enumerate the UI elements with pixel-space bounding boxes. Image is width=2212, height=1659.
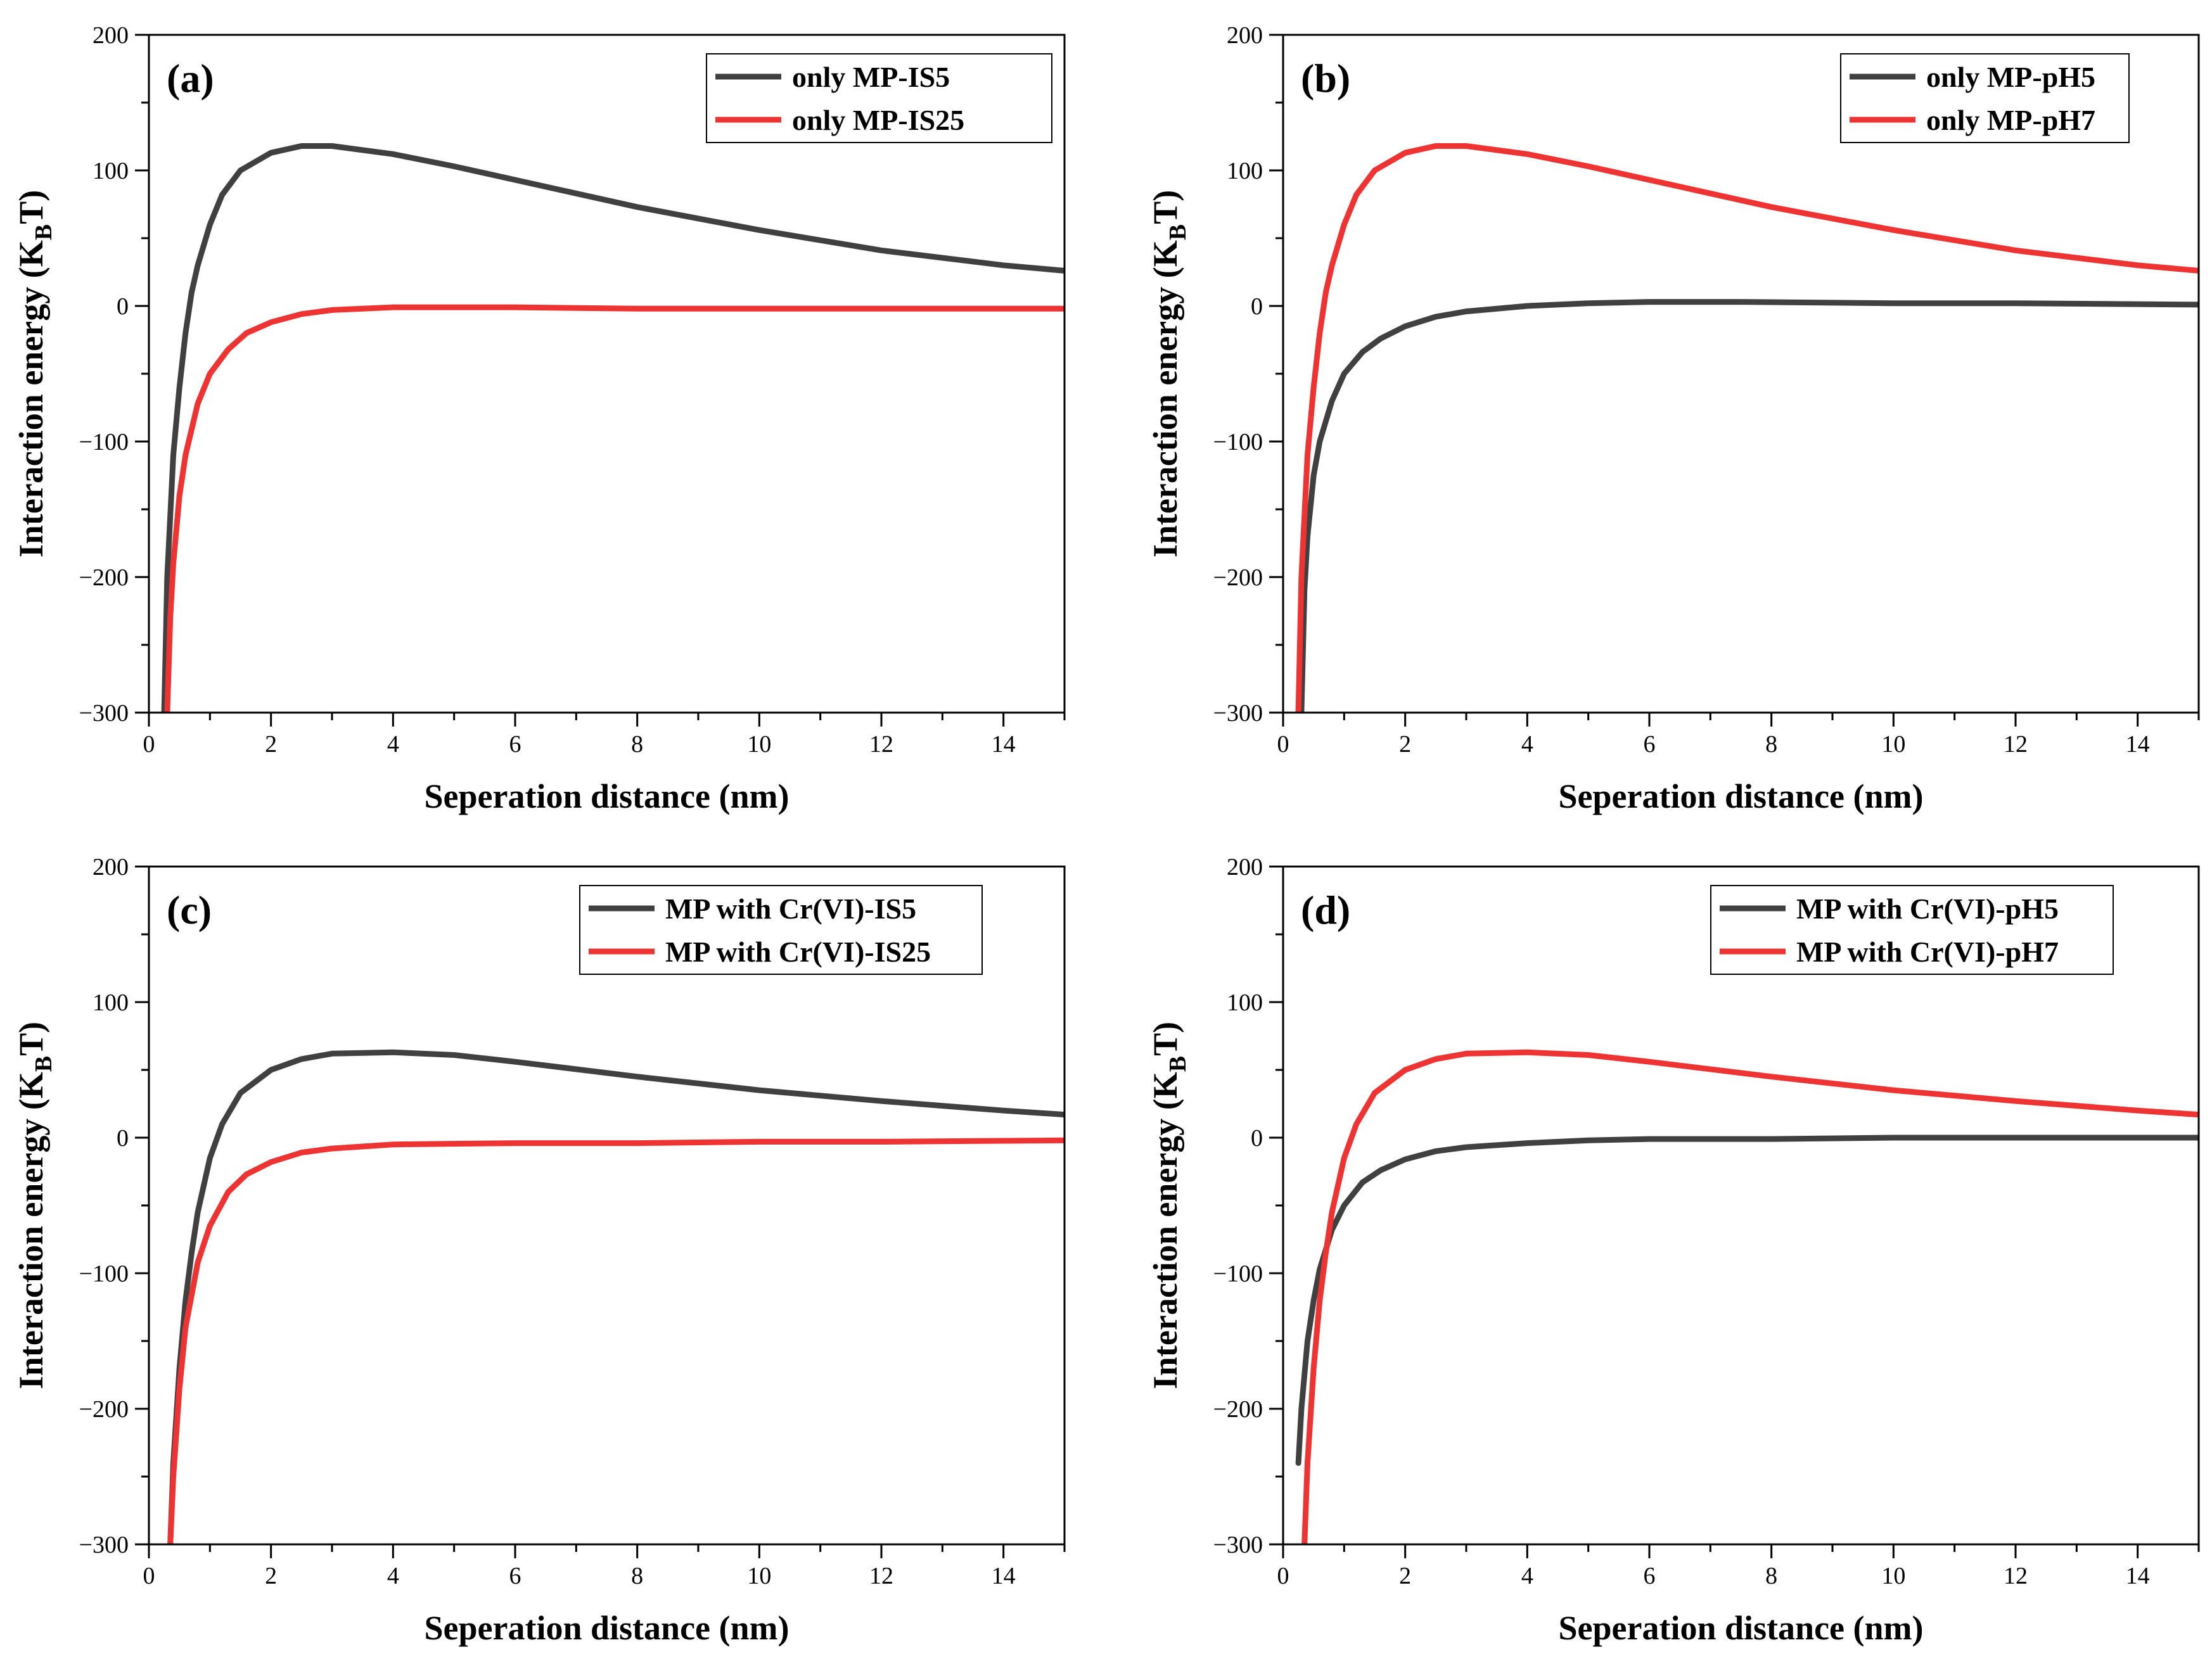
panel-label-c: (c) <box>167 887 212 932</box>
x-tick-label-a: 10 <box>747 731 771 758</box>
y-tick-label-d: −100 <box>1213 1261 1263 1287</box>
y-axis-title-d: Interaction energy (KBT) <box>1146 1022 1191 1389</box>
x-tick-label-a: 2 <box>265 731 277 758</box>
x-tick-label-a: 8 <box>631 731 643 758</box>
x-tick-label-b: 14 <box>2126 731 2150 758</box>
legend-label-b-1: only MP-pH5 <box>1926 61 2095 93</box>
x-tick-label-a: 4 <box>387 731 399 758</box>
x-axis-title-a: Seperation distance (nm) <box>425 777 790 815</box>
panel-c: 0 2 4 6 8 10 12 14 −300 −200 −100 0 100 200 Seperation… <box>12 854 1066 1647</box>
y-tick-label-c: −200 <box>79 1396 129 1423</box>
y-tick-label-c: −100 <box>79 1261 129 1287</box>
series-line-c-2 <box>167 1137 1064 1544</box>
x-tick-label-b: 12 <box>2004 731 2028 758</box>
x-tick-label-c: 8 <box>631 1563 643 1589</box>
x-tick-label-d: 4 <box>1521 1563 1533 1589</box>
x-tick-label-d: 8 <box>1765 1563 1777 1589</box>
x-tick-label-c: 14 <box>992 1563 1016 1589</box>
legend-label-b-2: only MP-pH7 <box>1926 104 2095 136</box>
legend-box-a <box>706 53 1052 143</box>
y-tick-label-d: 0 <box>1251 1125 1263 1152</box>
x-tick-label-a: 0 <box>143 731 155 758</box>
y-tick-label-c: 100 <box>93 989 129 1016</box>
series-line-d-1 <box>1295 1135 2199 1466</box>
x-tick-label-c: 10 <box>747 1563 771 1589</box>
x-tick-label-d: 6 <box>1644 1563 1656 1589</box>
x-tick-label-c: 0 <box>143 1563 155 1589</box>
x-tick-label-b: 8 <box>1765 731 1777 758</box>
x-axis-title-d: Seperation distance (nm) <box>1559 1609 1924 1647</box>
y-tick-label-a: −100 <box>79 429 129 455</box>
x-tick-label-a: 6 <box>509 731 521 758</box>
x-tick-label-d: 0 <box>1277 1563 1289 1589</box>
panel-b: 0 2 4 6 8 10 12 14 −300 −200 −100 0 100 200 Seperation… <box>1146 22 2200 815</box>
x-tick-label-d: 14 <box>2126 1563 2150 1589</box>
x-tick-label-d: 10 <box>1881 1563 1905 1589</box>
series-line-b-2 <box>1295 143 2199 713</box>
y-tick-label-c: 0 <box>117 1125 129 1152</box>
x-tick-label-b: 6 <box>1644 731 1656 758</box>
x-tick-label-d: 12 <box>2004 1563 2028 1589</box>
legend-label-c-1: MP with Cr(VI)-IS5 <box>665 893 916 925</box>
legend-label-a-2: only MP-IS25 <box>792 104 964 136</box>
legend-box-c <box>579 885 983 975</box>
legend-box-b <box>1840 53 2130 143</box>
x-tick-label-c: 4 <box>387 1563 399 1589</box>
series-line-b-1 <box>1298 299 2199 713</box>
y-axis-title-b: Interaction energy (KBT) <box>1146 190 1191 557</box>
y-axis-title-a: Interaction energy (KBT) <box>12 190 57 557</box>
y-tick-label-a: −300 <box>79 700 129 727</box>
y-tick-label-a: 100 <box>93 158 129 184</box>
x-tick-label-b: 4 <box>1521 731 1533 758</box>
x-tick-label-c: 2 <box>265 1563 277 1589</box>
legend-box-d <box>1710 885 2114 975</box>
y-tick-label-d: 100 <box>1227 989 1263 1016</box>
x-tick-label-c: 12 <box>869 1563 893 1589</box>
y-axis-title-c: Interaction energy (KBT) <box>12 1022 57 1389</box>
panel-a: 0 2 4 6 8 10 12 14 −300 −200 −100 0 100 200 Seperation… <box>12 22 1066 815</box>
x-tick-label-b: 0 <box>1277 731 1289 758</box>
y-tick-label-b: 200 <box>1227 22 1263 49</box>
y-tick-label-d: −300 <box>1213 1532 1263 1558</box>
y-tick-label-b: −100 <box>1213 429 1263 455</box>
legend-label-d-2: MP with Cr(VI)-pH7 <box>1796 936 2059 968</box>
legend-label-a-1: only MP-IS5 <box>792 61 950 93</box>
panel-label-d: (d) <box>1301 887 1350 932</box>
x-tick-label-a: 14 <box>992 731 1016 758</box>
x-tick-label-a: 12 <box>869 731 893 758</box>
series-line-a-2 <box>164 304 1064 713</box>
y-tick-label-b: 0 <box>1251 293 1263 320</box>
legend-label-d-1: MP with Cr(VI)-pH5 <box>1796 893 2059 925</box>
y-tick-label-b: 100 <box>1227 158 1263 184</box>
x-tick-label-d: 2 <box>1399 1563 1411 1589</box>
y-tick-label-d: −200 <box>1213 1396 1263 1423</box>
x-tick-label-c: 6 <box>509 1563 521 1589</box>
series-line-a-1 <box>161 143 1064 713</box>
x-tick-label-b: 10 <box>1881 731 1905 758</box>
y-tick-label-c: 200 <box>93 854 129 880</box>
x-axis-title-b: Seperation distance (nm) <box>1559 777 1924 815</box>
y-tick-label-a: 200 <box>93 22 129 49</box>
legend-label-c-2: MP with Cr(VI)-IS25 <box>665 936 931 968</box>
y-tick-label-b: −300 <box>1213 700 1263 727</box>
y-tick-label-c: −300 <box>79 1532 129 1558</box>
y-tick-label-b: −200 <box>1213 564 1263 591</box>
y-tick-label-d: 200 <box>1227 854 1263 880</box>
x-axis-title-c: Seperation distance (nm) <box>425 1609 790 1647</box>
x-tick-label-b: 2 <box>1399 731 1411 758</box>
series-line-c-1 <box>167 1049 1064 1544</box>
panel-label-b: (b) <box>1301 56 1350 101</box>
series-line-d-2 <box>1301 1049 2199 1544</box>
y-tick-label-a: 0 <box>117 293 129 320</box>
panel-d: 0 2 4 6 8 10 12 14 −300 −200 −100 0 100 200 Seperation… <box>1146 854 2200 1647</box>
y-tick-label-a: −200 <box>79 564 129 591</box>
panel-label-a: (a) <box>167 56 214 101</box>
